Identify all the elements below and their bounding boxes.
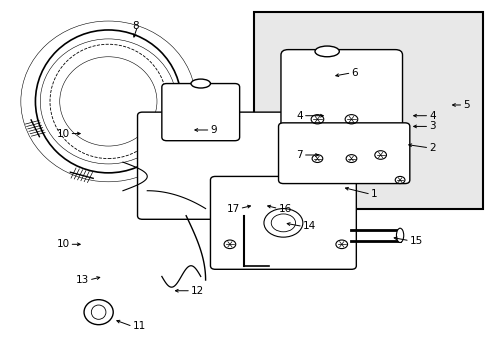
Text: 15: 15	[409, 236, 422, 246]
FancyBboxPatch shape	[210, 176, 356, 269]
FancyBboxPatch shape	[281, 50, 402, 139]
Text: 16: 16	[278, 203, 291, 213]
Text: 4: 4	[296, 111, 302, 121]
FancyBboxPatch shape	[137, 112, 302, 219]
Text: 4: 4	[428, 111, 435, 121]
Ellipse shape	[396, 228, 403, 243]
Text: 5: 5	[462, 100, 469, 110]
Text: 12: 12	[191, 286, 204, 296]
Text: 11: 11	[132, 321, 145, 332]
Text: 10: 10	[56, 129, 69, 139]
FancyBboxPatch shape	[278, 123, 409, 184]
Text: 3: 3	[428, 121, 435, 131]
Text: 8: 8	[132, 21, 139, 31]
Text: 7: 7	[296, 150, 302, 160]
Ellipse shape	[314, 46, 339, 57]
Text: 6: 6	[351, 68, 357, 78]
Text: 9: 9	[210, 125, 217, 135]
Ellipse shape	[191, 79, 210, 88]
Text: 13: 13	[76, 275, 89, 285]
Text: 17: 17	[226, 203, 239, 213]
Text: 14: 14	[302, 221, 315, 231]
Text: 1: 1	[370, 189, 377, 199]
Text: 10: 10	[56, 239, 69, 249]
Bar	[254, 12, 482, 208]
FancyBboxPatch shape	[162, 84, 239, 141]
Text: 2: 2	[428, 143, 435, 153]
